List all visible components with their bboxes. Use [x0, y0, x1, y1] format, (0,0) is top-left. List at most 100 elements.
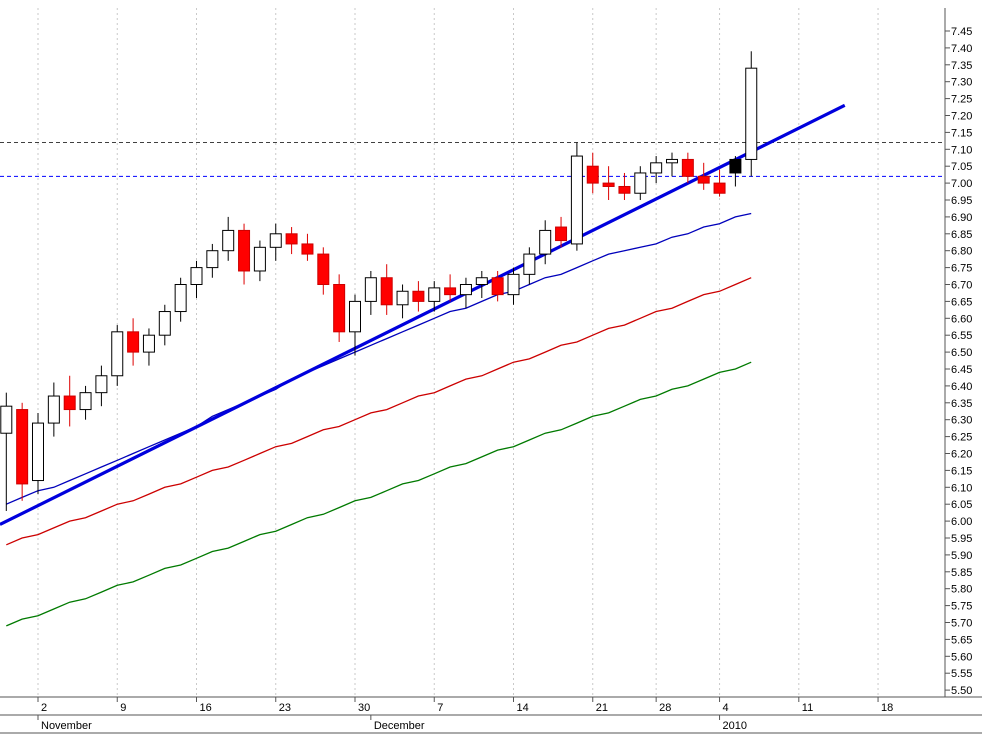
x-axis-label: 7 [437, 702, 443, 714]
candle [475, 270, 488, 299]
candle-body-up [206, 250, 219, 269]
candle [79, 385, 92, 420]
candle [555, 216, 568, 248]
candle [16, 402, 29, 501]
y-axis-label: 5.65 [951, 634, 972, 646]
y-axis-label: 5.75 [951, 601, 972, 613]
y-axis-label: 6.60 [951, 313, 972, 325]
y-axis-label: 5.50 [951, 685, 972, 697]
y-axis-label: 5.85 [951, 567, 972, 579]
y-axis-label: 7.15 [951, 127, 972, 139]
candle [32, 412, 44, 495]
candle [444, 274, 457, 302]
candle [666, 152, 678, 177]
y-axis-label: 7.10 [951, 144, 972, 156]
candle [63, 375, 76, 427]
candle [380, 264, 393, 315]
candle [364, 270, 377, 315]
candle [333, 274, 346, 342]
moving-average-slow [6, 361, 752, 627]
y-axis-label: 5.60 [951, 651, 972, 663]
y-axis-label: 6.00 [951, 516, 972, 528]
x-axis-label: 2 [41, 702, 47, 714]
x-axis-month-label: December [374, 720, 425, 732]
candle-body-black [729, 158, 742, 174]
candle-body-up [349, 300, 361, 333]
x-axis-label: 9 [120, 702, 126, 714]
x-axis-label: 23 [279, 702, 291, 714]
y-axis-label: 7.05 [951, 161, 972, 173]
y-axis-label: 6.20 [951, 449, 972, 461]
x-axis-label: 21 [596, 702, 608, 714]
y-axis-label: 7.20 [951, 111, 972, 123]
y-axis-label: 6.25 [951, 432, 972, 444]
candle [428, 281, 441, 312]
y-axis-label: 6.85 [951, 229, 972, 241]
candle [206, 243, 219, 278]
candle [174, 277, 187, 322]
y-axis-label: 5.90 [951, 550, 972, 562]
candle-body-down [127, 331, 140, 353]
y-axis-label: 6.05 [951, 499, 972, 511]
candle-body-down [697, 175, 710, 184]
candle-body-down [713, 182, 726, 194]
candle [570, 142, 583, 251]
candle-body-down [333, 284, 346, 333]
candle [713, 169, 726, 197]
candle-body-up [666, 158, 678, 164]
candle [507, 267, 520, 305]
candle-body-down [238, 229, 251, 272]
candle-body-up [396, 290, 409, 306]
y-axis-label: 5.95 [951, 533, 972, 545]
y-axis-label: 6.65 [951, 296, 972, 308]
y-axis-label: 6.50 [951, 347, 972, 359]
candle [634, 166, 647, 200]
y-axis-label: 7.40 [951, 43, 972, 55]
candle-body-up [428, 287, 441, 302]
candle [586, 152, 599, 194]
moving-average-fast [6, 212, 752, 505]
candle [317, 247, 330, 295]
candle [412, 281, 425, 312]
candle-body-up [95, 375, 108, 394]
y-axis-label: 6.10 [951, 482, 972, 494]
x-axis-label: 14 [517, 702, 529, 714]
candle [253, 240, 266, 282]
y-axis-label: 6.55 [951, 330, 972, 342]
candle-body-up [459, 284, 472, 296]
y-axis-label: 7.45 [951, 26, 972, 38]
candle [539, 220, 552, 265]
candle-body-down [444, 287, 457, 296]
candle [459, 277, 472, 309]
candle-body-down [618, 185, 631, 194]
candle [491, 270, 504, 302]
candle [142, 328, 155, 366]
candle [111, 325, 124, 386]
y-axis-label: 6.90 [951, 212, 972, 224]
candle-body-up [0, 405, 13, 434]
y-axis-label: 6.35 [951, 398, 972, 410]
candle-body-down [16, 409, 29, 485]
candle-body-up [634, 172, 647, 194]
y-axis-label: 7.25 [951, 94, 972, 106]
y-axis-label: 6.95 [951, 195, 972, 207]
candle [0, 392, 13, 511]
y-axis-label: 7.30 [951, 77, 972, 89]
candle-body-up [190, 267, 203, 286]
x-axis-label: 18 [881, 702, 893, 714]
moving-average-mid [6, 277, 752, 546]
candle [95, 365, 108, 407]
candle-body-down [380, 277, 393, 306]
candle [523, 247, 536, 285]
y-axis-label: 7.00 [951, 178, 972, 190]
candle-body-up [174, 284, 187, 313]
candle-body-down [586, 165, 599, 184]
candle [285, 227, 298, 255]
candle-body-down [602, 182, 615, 187]
candle-body-down [301, 243, 314, 255]
trend-line[interactable] [0, 103, 846, 526]
y-axis-label: 6.80 [951, 246, 972, 258]
candle-body-up [32, 422, 44, 482]
